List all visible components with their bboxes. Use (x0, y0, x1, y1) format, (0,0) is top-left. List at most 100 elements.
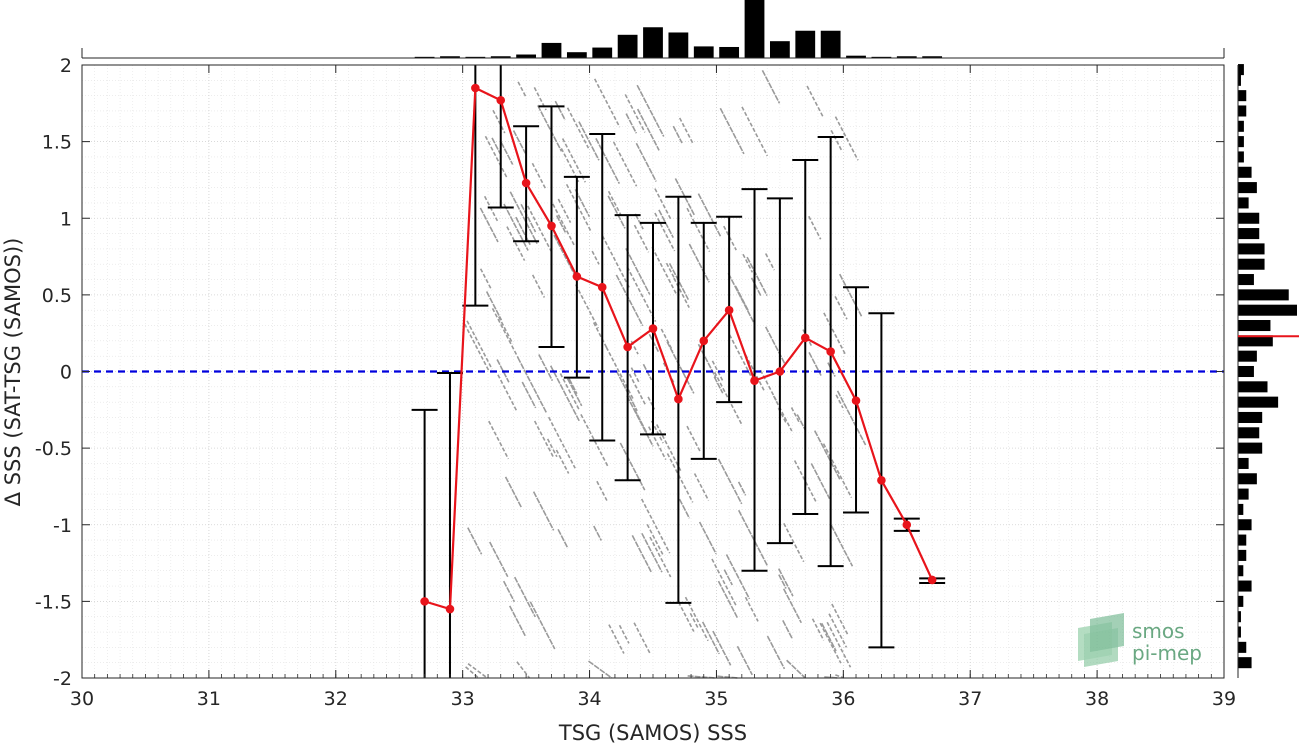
mean-point (445, 604, 455, 614)
scatter-streak (673, 277, 690, 309)
right-histogram-bar (1238, 320, 1271, 332)
scatter-streak (766, 635, 786, 670)
scatter-streak (601, 235, 631, 289)
scatter-streak (793, 460, 817, 503)
scatter-streak (554, 100, 566, 121)
scatter-streak (626, 266, 657, 322)
y-tick-label: -1 (53, 515, 72, 537)
y-tick-labels: -2 -1.5 -1 -0.5 0 0.5 1 1.5 2 (35, 55, 72, 690)
right-histogram-bar (1238, 64, 1244, 76)
right-histogram-bar (1238, 488, 1249, 500)
scatter-streak (719, 107, 745, 155)
scatter-streak (711, 558, 738, 607)
scatter-streak (713, 371, 743, 425)
scatter-streak (822, 443, 853, 499)
right-histogram-bar (1238, 182, 1257, 194)
mean-point (547, 221, 556, 231)
scatter-streak (725, 554, 751, 600)
scatter-streak (698, 521, 717, 555)
scatter-streak (626, 395, 654, 447)
mean-point (877, 476, 886, 485)
right-histogram-bar (1238, 565, 1244, 577)
scatter-streak (744, 596, 759, 622)
scatter-streak (624, 94, 646, 133)
scatter-streak (650, 420, 664, 444)
scatter-streak (561, 138, 586, 183)
scatter-streak (618, 624, 630, 644)
scatter-streak (593, 525, 603, 541)
scatter-streak (764, 326, 787, 366)
scatter-streak (484, 135, 509, 179)
scatter-streak (479, 207, 499, 243)
right-histogram-bar (1238, 289, 1289, 301)
scatter-streak (713, 376, 724, 394)
scatter-streak (566, 378, 583, 407)
right-histogram-bar (1238, 335, 1273, 347)
scatter-streak (596, 480, 608, 501)
scatter-streak (819, 622, 842, 664)
scatter-streak (688, 243, 710, 283)
mean-point (572, 272, 582, 281)
y-tick-label: -1.5 (35, 591, 72, 613)
scatter-streak (467, 527, 483, 555)
scatter-streak (686, 425, 701, 452)
top-histogram (81, 0, 1225, 59)
scatter-streak (546, 438, 558, 458)
scatter-streak (786, 659, 806, 679)
scatter-streak (537, 105, 563, 152)
scatter-streak (504, 476, 523, 508)
scatter-streak (608, 624, 625, 654)
error-bar (436, 372, 463, 678)
right-histogram-bar (1238, 580, 1252, 592)
scatter-streak (790, 407, 801, 424)
scatter-streak (463, 323, 490, 371)
right-histogram-bar (1238, 381, 1268, 393)
scatter-streak (491, 137, 501, 155)
right-histogram (1237, 64, 1299, 678)
scatter-streak (538, 354, 554, 382)
scatter-streak (649, 536, 672, 578)
y-tick-label: 0 (60, 362, 72, 384)
top-histogram-bar (922, 56, 943, 58)
scatter-streak (566, 107, 590, 149)
top-histogram-bar (516, 54, 537, 58)
top-histogram-bar (440, 56, 460, 58)
mean-point (800, 333, 810, 343)
right-histogram-bar (1238, 595, 1244, 607)
scatter-streak (529, 601, 556, 650)
scatter-streak (741, 106, 769, 157)
scatter-streak (555, 215, 567, 233)
scatter-streak (607, 195, 626, 229)
x-tick-label: 30 (70, 688, 94, 710)
scatter-streak (489, 541, 509, 578)
scatter-streak (830, 129, 843, 151)
scatter-streak (531, 274, 546, 298)
scatter-streak (503, 203, 529, 251)
scatter-streak (636, 108, 660, 151)
logo-mark (1078, 613, 1124, 667)
right-histogram-bar (1238, 304, 1297, 316)
scatter-streak (750, 277, 762, 297)
scatter-streak (488, 420, 510, 460)
right-histogram-bar (1238, 243, 1265, 255)
scatter-streak (502, 580, 516, 603)
x-tick-label: 39 (1212, 688, 1236, 710)
right-histogram-bar (1238, 473, 1257, 485)
right-histogram-bar (1238, 90, 1247, 102)
top-histogram-bar (744, 0, 765, 58)
y-tick-label: 1 (60, 208, 72, 230)
scatter-streak (728, 334, 753, 379)
scatter-streak (836, 390, 867, 446)
mean-point (902, 520, 912, 530)
right-histogram-bar (1238, 74, 1241, 86)
x-tick-labels: 30 31 32 33 34 35 36 37 38 39 (70, 688, 1236, 710)
top-histogram-bar (541, 42, 562, 58)
scatter-streak (592, 322, 609, 351)
scatter-streak (651, 246, 678, 295)
y-axis-label: Δ SSS (SAT-TSG (SAMOS)) (1, 238, 25, 507)
scatter-streak (693, 473, 710, 501)
scatter-streak (509, 605, 526, 637)
scatter-streak (672, 125, 683, 144)
scatter-streak (734, 285, 749, 311)
scatter-streak (711, 360, 724, 382)
